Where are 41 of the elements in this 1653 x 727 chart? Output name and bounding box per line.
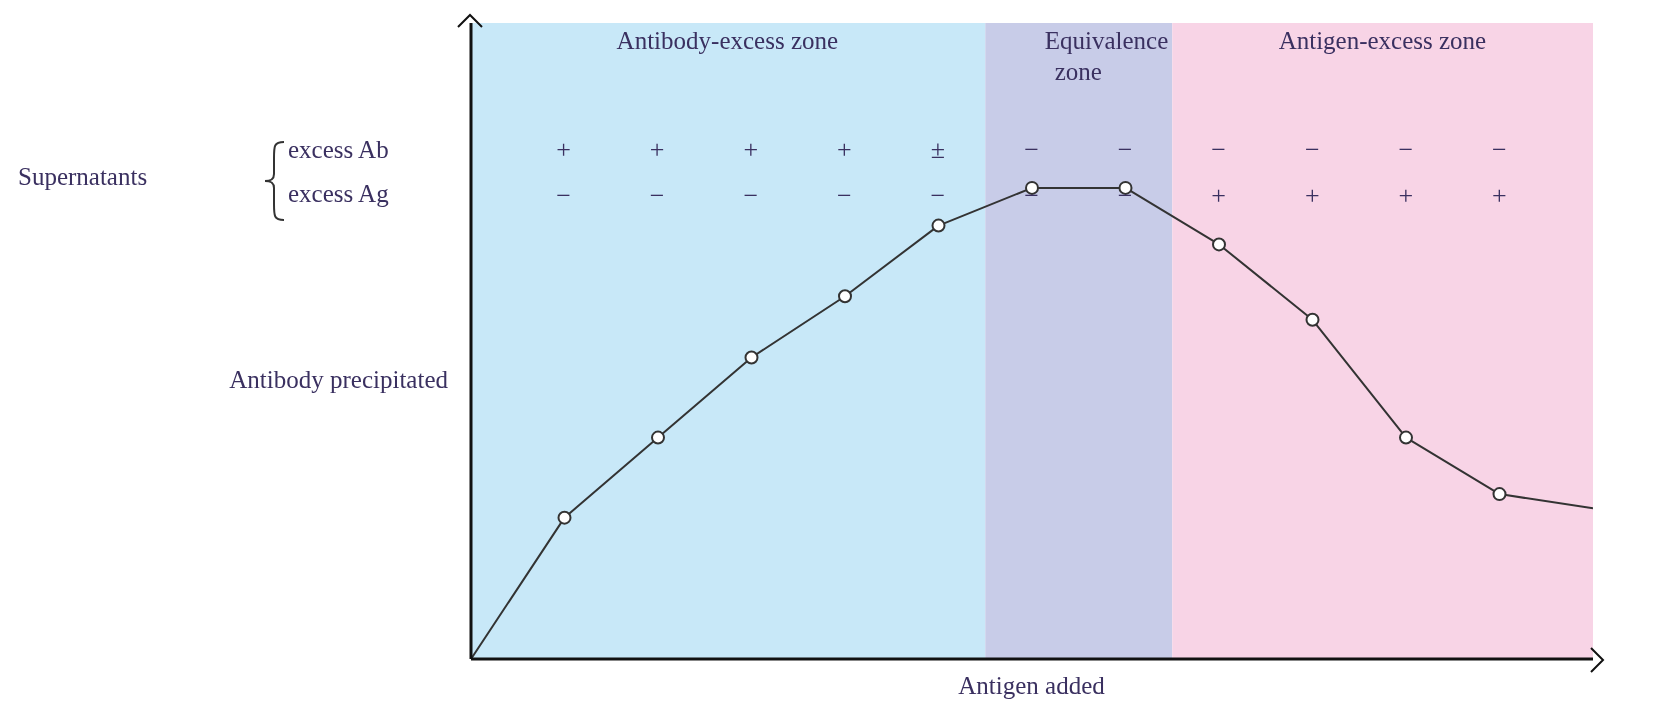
- text: −: [1491, 135, 1508, 165]
- annotation: −: [1116, 181, 1134, 211]
- annotation: −: [742, 181, 760, 211]
- annotation: +: [1491, 181, 1508, 211]
- point: [1305, 312, 1320, 327]
- y-axis-title: Antibody precipitated: [229, 366, 448, 394]
- text: Antigen-excess zone: [1277, 26, 1488, 56]
- text: Antibody-excess zone: [615, 26, 840, 56]
- point: [744, 350, 759, 365]
- text: Supernatants: [18, 163, 148, 191]
- point: [1399, 430, 1413, 445]
- text: ±: [929, 135, 947, 165]
- annotation: +: [1397, 181, 1415, 211]
- text: +: [648, 135, 666, 165]
- point: [1212, 237, 1226, 252]
- text: +: [742, 135, 760, 165]
- point: [651, 430, 665, 445]
- text: −: [1116, 135, 1134, 165]
- text: −: [1210, 135, 1227, 165]
- text: +: [836, 135, 853, 165]
- annotation: −: [1023, 181, 1040, 211]
- x-axis-title: Antigen added: [957, 672, 1106, 700]
- text: excess Ag: [288, 180, 389, 208]
- text: −: [1023, 135, 1040, 165]
- point: [1118, 180, 1133, 195]
- annotation: +: [1303, 181, 1321, 211]
- annotation: −: [555, 181, 572, 211]
- text: Equivalence zone: [1043, 26, 1170, 87]
- point: [931, 218, 946, 233]
- point: [557, 510, 572, 525]
- annotation: −: [836, 181, 853, 211]
- annotation: −: [929, 181, 947, 211]
- point: [1025, 180, 1039, 195]
- point: [1492, 487, 1507, 502]
- annotation: −: [648, 181, 666, 211]
- text: −: [1303, 135, 1321, 165]
- point: [838, 289, 852, 304]
- text: +: [555, 135, 572, 165]
- text: −: [1397, 135, 1415, 165]
- text: excess Ab: [288, 136, 389, 164]
- annotation: +: [1210, 181, 1227, 211]
